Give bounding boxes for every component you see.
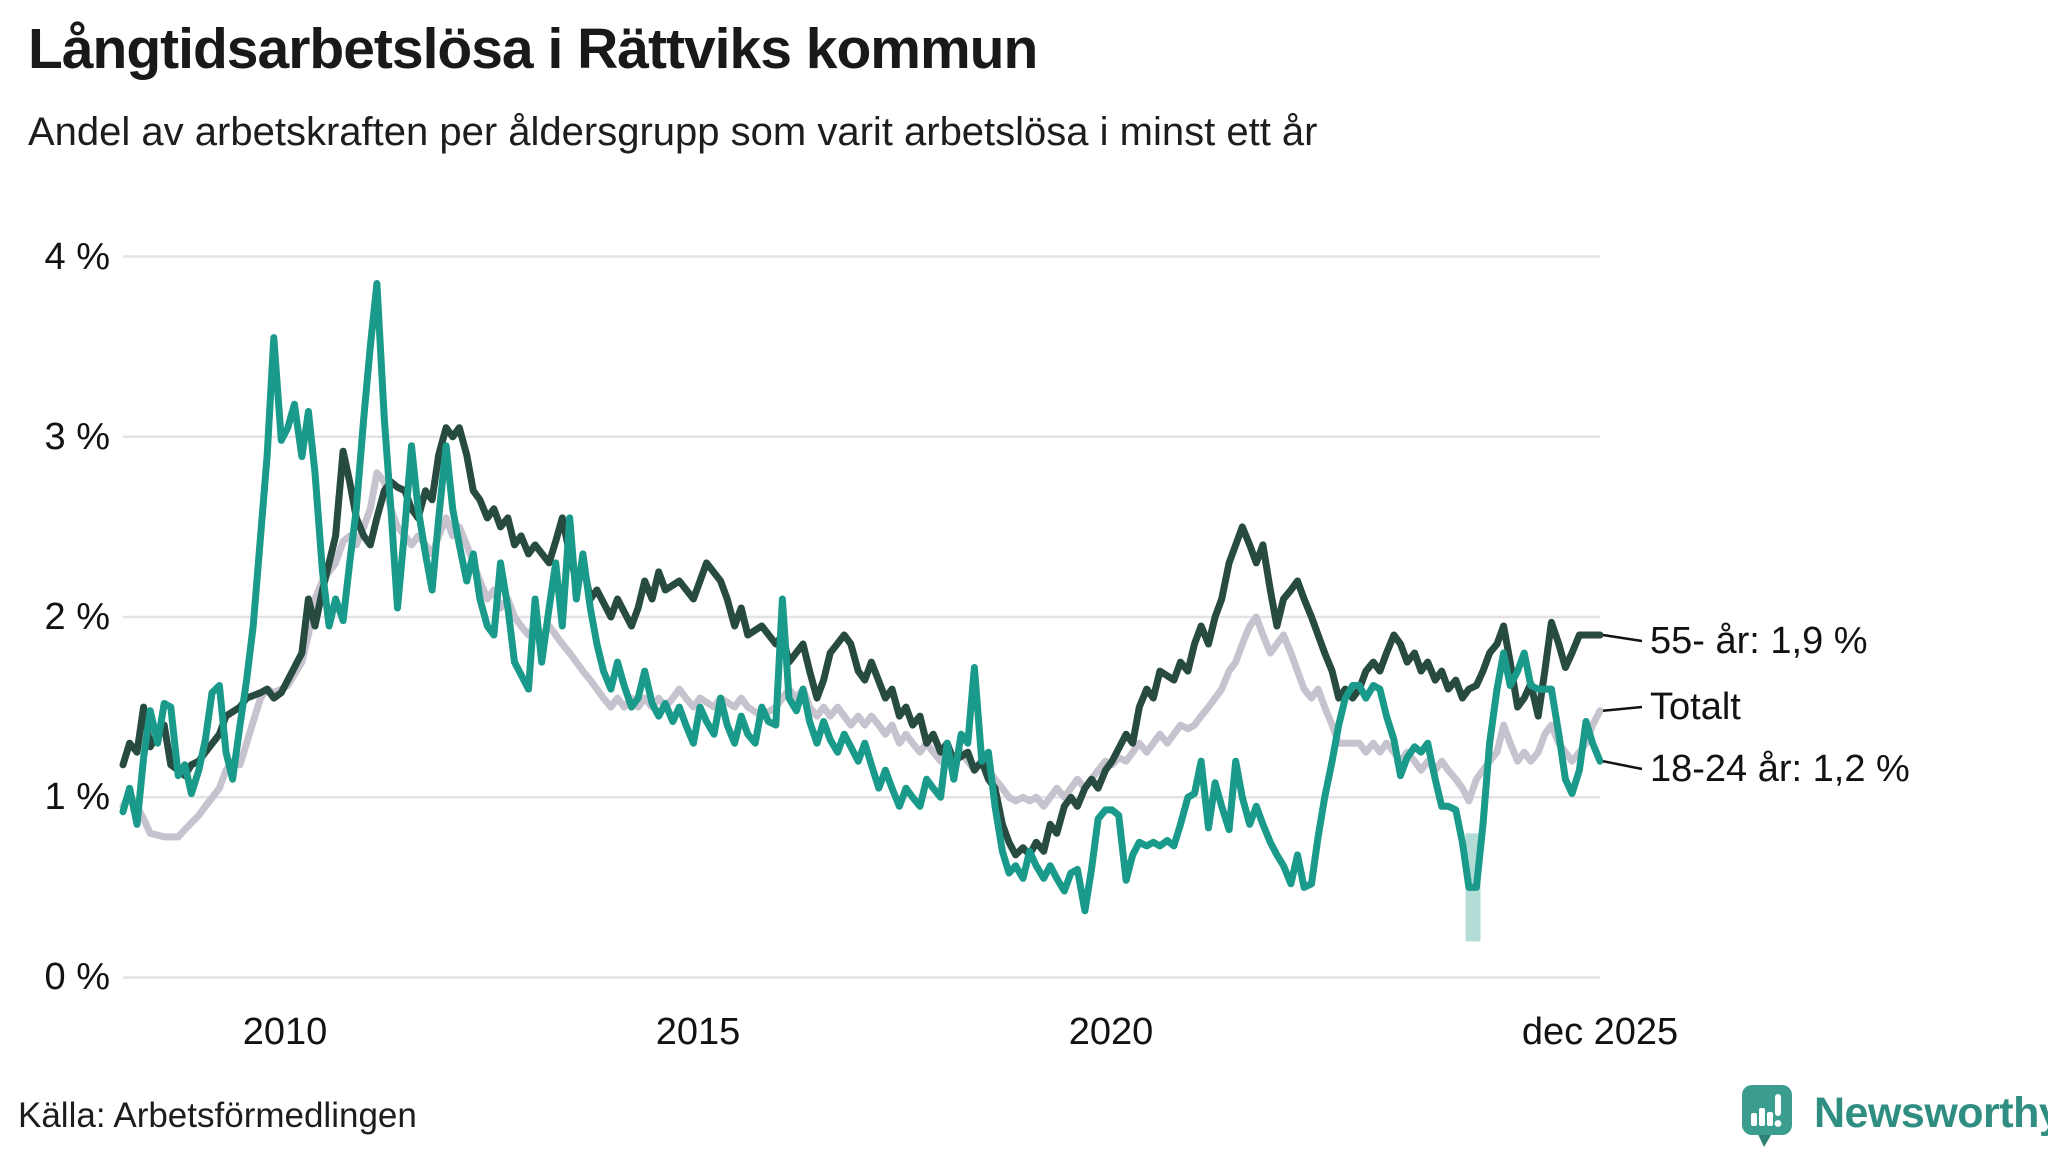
series-label-55-plus: 55- år: 1,9 % <box>1650 620 1868 662</box>
x-axis-tick-2010: 2010 <box>242 1011 328 1053</box>
y-axis-tick-0: 0 % <box>44 956 110 998</box>
page-title: Långtidsarbetslösa i Rättviks kommun <box>28 17 1038 81</box>
line-series-0 <box>119 469 1604 841</box>
label-leader-1 <box>1602 633 1643 643</box>
chart-subtitle: Andel av arbetskraften per åldersgrupp s… <box>28 110 1318 154</box>
series-label-total: Totalt <box>1650 686 1741 728</box>
x-axis-tick-dec-2025: dec 2025 <box>1521 1011 1679 1053</box>
label-leader-0 <box>1602 705 1643 712</box>
x-axis-tick-2015: 2015 <box>655 1011 741 1053</box>
line-series-1 <box>119 424 1604 859</box>
newsworthy-logo-icon <box>1742 1085 1792 1147</box>
source-note: Källa: Arbetsförmedlingen <box>18 1096 417 1135</box>
x-axis-tick-2020: 2020 <box>1068 1011 1154 1053</box>
label-leader-2 <box>1602 759 1643 771</box>
y-axis-tick-3: 3 % <box>44 416 110 458</box>
y-axis-tick-2: 2 % <box>44 596 110 638</box>
newsworthy-logo-text: Newsworthy <box>1814 1089 2048 1137</box>
newsworthy-logo: Newsworthy <box>1740 1083 2048 1149</box>
y-axis-tick-4: 4 % <box>44 236 110 278</box>
y-axis-tick-1: 1 % <box>44 776 110 818</box>
line-series-2 <box>119 280 1604 915</box>
series-label-18-24: 18-24 år: 1,2 % <box>1650 748 1910 790</box>
